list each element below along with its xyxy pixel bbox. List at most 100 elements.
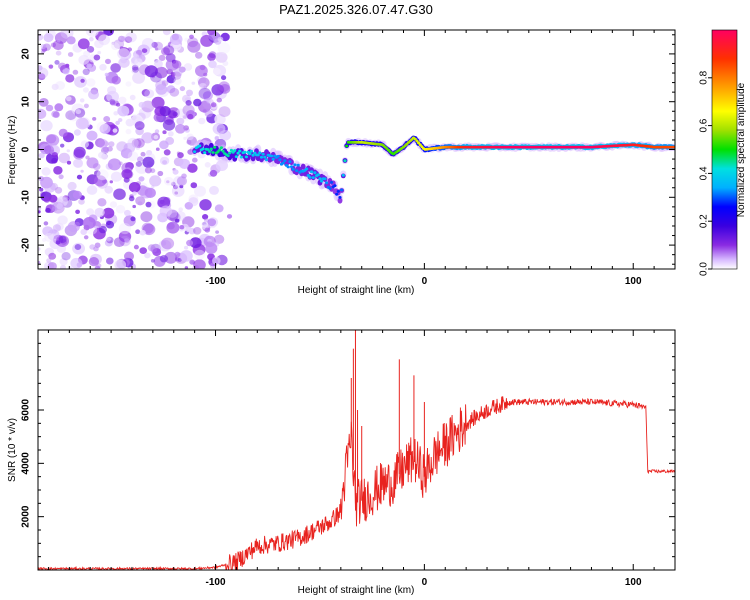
x-tick-label: 0 <box>422 276 428 287</box>
noise-blob <box>214 204 224 213</box>
noise-blob <box>86 185 98 195</box>
noise-blob <box>166 75 176 84</box>
noise-blob <box>154 129 160 134</box>
noise-blob <box>214 114 226 125</box>
noise-blob <box>180 250 193 262</box>
noise-blob <box>92 163 101 171</box>
noise-blob <box>86 46 95 53</box>
ridge-core <box>239 155 243 159</box>
noise-blob <box>99 63 107 71</box>
noise-blob <box>151 41 158 48</box>
noise-blob <box>93 246 99 252</box>
noise-blob <box>198 117 206 125</box>
noise-blob <box>57 215 68 225</box>
noise-blob <box>96 121 109 132</box>
noise-blob <box>97 138 108 149</box>
noise-blob <box>144 187 156 198</box>
ridge-core <box>219 146 223 150</box>
noise-blob <box>99 123 111 134</box>
noise-blob <box>43 221 49 226</box>
noise-blob <box>38 260 41 265</box>
noise-blob <box>62 195 70 202</box>
noise-blob <box>132 191 137 196</box>
noise-blob <box>106 237 111 242</box>
noise-blob <box>97 50 102 55</box>
noise-blob <box>215 159 228 171</box>
noise-blob <box>115 204 126 214</box>
noise-blob <box>125 32 137 43</box>
noise-blob <box>96 263 102 269</box>
noise-blob <box>167 208 178 218</box>
noise-blob <box>161 79 166 84</box>
noise-blob <box>195 65 208 77</box>
noise-blob <box>210 102 217 108</box>
noise-blob <box>137 156 144 162</box>
noise-blob <box>166 85 176 94</box>
noise-blob <box>141 38 155 50</box>
noise-blob <box>86 78 96 87</box>
noise-blob <box>106 90 119 103</box>
noise-blob <box>170 181 176 187</box>
noise-blob <box>144 252 151 259</box>
noise-blob <box>127 137 139 149</box>
snr-y-axis-label: SNR (10 * v/v) <box>7 418 18 482</box>
noise-blob <box>207 53 216 62</box>
y-tick-label: 4000 <box>21 452 32 475</box>
noise-blob <box>138 107 152 119</box>
noise-blob <box>105 220 115 229</box>
ridge-core <box>305 167 309 171</box>
noise-blob <box>67 52 74 57</box>
ridge-core <box>244 155 248 159</box>
noise-blob <box>124 238 130 244</box>
noise-blob <box>215 85 224 94</box>
ridge-core <box>318 177 322 181</box>
noise-blob <box>142 223 156 236</box>
noise-blob <box>159 106 171 117</box>
noise-blob <box>155 84 168 95</box>
noise-blob <box>85 30 99 37</box>
ridge-core <box>228 151 232 155</box>
noise-blob <box>55 50 62 56</box>
noise-blob <box>113 188 126 200</box>
ridge-core <box>310 170 314 174</box>
noise-blob <box>76 262 83 268</box>
noise-blob <box>183 136 187 140</box>
noise-blob <box>82 68 90 76</box>
ridge-core <box>193 150 197 154</box>
ridge-core <box>320 179 324 183</box>
noise-blob <box>218 106 231 117</box>
noise-blob <box>140 211 153 223</box>
noise-blob <box>135 196 146 206</box>
noise-blob <box>109 180 114 184</box>
ridge-core <box>296 163 300 167</box>
noise-blob <box>202 109 207 113</box>
ridge-core <box>256 153 260 157</box>
noise-blob <box>45 207 51 213</box>
noise-blob <box>66 149 71 153</box>
ridge-core <box>259 155 264 159</box>
ridge-layer <box>191 135 675 204</box>
noise-blob <box>166 180 170 184</box>
ridge-core <box>261 152 265 156</box>
noise-blob <box>48 64 54 69</box>
noise-blob <box>72 69 79 75</box>
ridge-core <box>336 190 340 193</box>
noise-blob <box>149 175 162 187</box>
noise-blob <box>206 99 211 104</box>
noise-blob <box>179 225 185 230</box>
noise-blob <box>38 98 49 107</box>
spectrogram-plot-area <box>38 30 675 269</box>
noise-blob <box>41 167 51 176</box>
ridge-core <box>286 165 290 169</box>
ridge-core <box>343 159 347 163</box>
noise-blob <box>132 114 138 120</box>
ridge-core <box>251 153 255 157</box>
ridge-core <box>218 148 222 152</box>
noise-blob <box>103 116 111 123</box>
noise-blob <box>173 68 183 77</box>
noise-blob <box>212 256 221 265</box>
noise-blob <box>97 198 107 207</box>
noise-blob <box>83 235 89 240</box>
